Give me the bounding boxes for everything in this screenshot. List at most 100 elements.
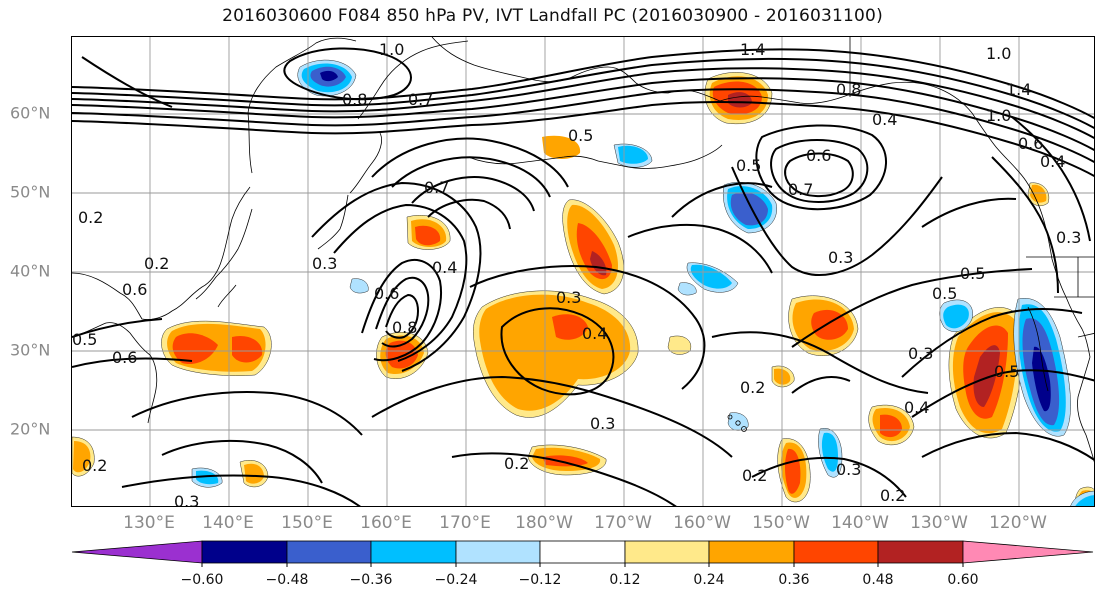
contour-label: 0.3 [590, 414, 615, 433]
contour-line [711, 331, 929, 394]
contour-line [72, 48, 1094, 120]
colorbar-tick-label: 0.60 [947, 572, 979, 588]
contour-line [671, 182, 773, 218]
us-mexico-border [1077, 333, 1094, 338]
contour-line [131, 391, 363, 436]
contour-label: 0.7 [408, 90, 433, 109]
contour-label: 1.4 [1006, 80, 1031, 99]
contour-line [921, 431, 1094, 461]
contour-label: 0.5 [960, 264, 985, 283]
x-axis-label-180w: 180°W [515, 513, 573, 533]
contour-label: 0.4 [582, 324, 607, 343]
contour-label: 0.5 [932, 284, 957, 303]
contour-label: 0.4 [432, 258, 457, 277]
colorbar-segment [877, 540, 964, 564]
contour-label: 0.8 [836, 80, 861, 99]
x-axis-label-170w: 170°W [594, 513, 652, 533]
colorbar-tick-label: 0.12 [609, 572, 641, 588]
contour-line [375, 276, 430, 348]
contour-line [731, 166, 943, 276]
lat-lon-grid [72, 37, 1094, 506]
contour-line [385, 293, 420, 339]
y-axis-label-40n: 40°N [10, 261, 51, 281]
x-axis-label-130w: 130°W [910, 513, 968, 533]
colorbar-segment [624, 540, 710, 564]
x-axis-label-120w: 120°W [989, 513, 1047, 533]
colorbar-segment [708, 540, 795, 564]
x-axis-label-170e: 170°E [439, 513, 491, 533]
contour-label: 0.3 [828, 248, 853, 267]
contour-label: 0.3 [836, 460, 861, 479]
shaded-field-layer [72, 59, 1094, 506]
contour-label: 0.4 [1040, 152, 1065, 171]
baja-california [1027, 306, 1049, 392]
contour-line [72, 357, 193, 368]
contour-label: 0.5 [72, 330, 97, 349]
contour-label: 0.8 [392, 318, 417, 337]
contour-label: 0.3 [556, 288, 581, 307]
colorbar-extend-high [962, 540, 1094, 564]
contour-label: 0.4 [872, 110, 897, 129]
x-axis-label-140w: 140°W [831, 513, 889, 533]
contour-line [911, 369, 1094, 418]
colorbar-tick-label: −0.24 [434, 572, 478, 588]
contour-label: 1.4 [740, 40, 765, 59]
colorbar-segment [793, 540, 879, 564]
colorbar-swatches [71, 540, 1094, 564]
contour-line [451, 452, 677, 506]
colorbar-segment [539, 540, 626, 564]
contour-label: 1.0 [986, 106, 1011, 125]
contour-label: 0.4 [904, 398, 929, 417]
colorbar-tick-label: −0.48 [265, 572, 309, 588]
contour-label: 0.6 [112, 348, 137, 367]
contour-label: 0.6 [806, 146, 831, 165]
contour-line [921, 197, 1017, 228]
colorbar-tick-label: 0.48 [862, 572, 894, 588]
contour-line [770, 139, 869, 203]
contour-line [81, 56, 173, 108]
contour-label: 0.2 [742, 466, 767, 485]
x-axis-label-160e: 160°E [360, 513, 412, 533]
aleutian-islands [467, 155, 599, 165]
contour-label: 0.6 [1018, 134, 1043, 153]
colorbar-tick-label: −0.60 [180, 572, 224, 588]
contour-label: 0.6 [122, 280, 147, 299]
japan-island [217, 284, 237, 308]
contour-label: 0.6 [374, 284, 399, 303]
contour-label: 0.3 [312, 254, 337, 273]
y-axis-label-50n: 50°N [10, 182, 51, 202]
colorbar-tick-label: −0.12 [518, 572, 562, 588]
contour-line [333, 203, 468, 362]
contour-label: 0.5 [568, 126, 593, 145]
contour-line [1011, 116, 1091, 242]
us-west-coast [1065, 296, 1091, 358]
contour-line [500, 307, 615, 396]
y-axis-label-20n: 20°N [10, 419, 51, 439]
colorbar-segment [455, 540, 541, 564]
x-axis-label-150w: 150°W [752, 513, 810, 533]
contour-line [784, 152, 854, 197]
colorbar-segment [370, 540, 457, 564]
colorbar-extend-low [71, 540, 203, 564]
contour-line [371, 375, 733, 458]
aleutian-east [597, 144, 723, 169]
x-axis-label-160w: 160°W [673, 513, 731, 533]
contour-label: 0.2 [82, 456, 107, 475]
contour-label: 0.3 [174, 492, 199, 507]
colorbar-segment [201, 540, 288, 564]
coastlines [72, 37, 1094, 463]
contour-label: 0.2 [740, 378, 765, 397]
contour-line [427, 198, 511, 230]
contour-labels: 1.0 1.4 1.0 1.4 1.0 0.6 0.8 0.7 0.8 0.5 … [72, 40, 1081, 507]
contour-line [371, 137, 569, 188]
colorbar-tick-label: −0.36 [349, 572, 393, 588]
contour-label: 1.0 [379, 40, 404, 59]
hawaii-island-2 [735, 420, 741, 426]
contour-line [72, 88, 1094, 164]
contour-label: 0.8 [342, 90, 367, 109]
contour-line [627, 223, 773, 274]
contour-line [991, 156, 1059, 294]
contour-label: 0.5 [994, 362, 1019, 381]
map-panel: 1.0 1.4 1.0 1.4 1.0 0.6 0.8 0.7 0.8 0.5 … [71, 36, 1095, 507]
